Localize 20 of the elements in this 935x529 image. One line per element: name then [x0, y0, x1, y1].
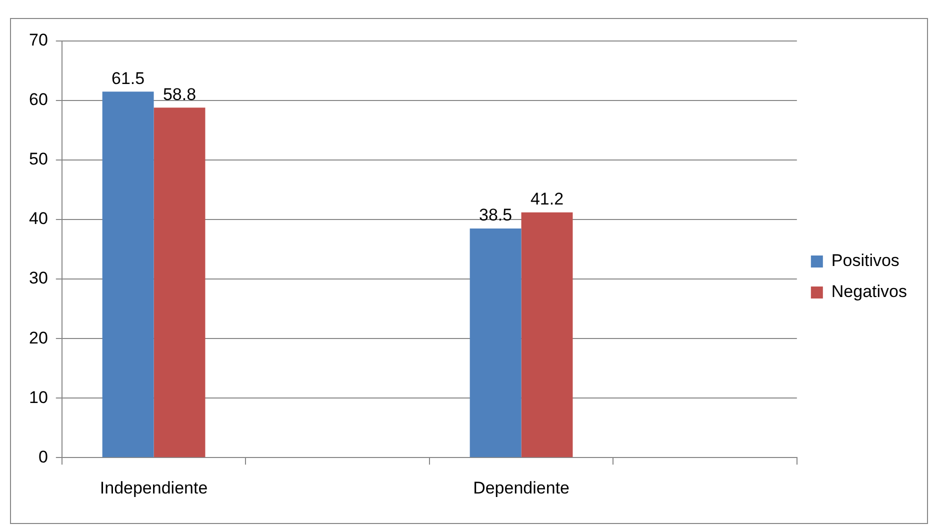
y-tick-label: 70 [28, 30, 48, 50]
y-tick-label: 30 [28, 268, 48, 288]
y-tick-label: 50 [28, 150, 48, 169]
y-tick-label: 60 [28, 90, 48, 110]
y-tick-label: 40 [28, 209, 48, 228]
bar [521, 212, 573, 458]
legend-label: Negativos [831, 282, 908, 302]
y-tick-label: 0 [38, 447, 48, 466]
legend-label: Positivos [831, 251, 900, 270]
data-label: 58.8 [162, 84, 196, 104]
y-tick-label: 10 [28, 388, 48, 407]
data-label: 61.5 [112, 68, 145, 88]
y-tick-label: 20 [28, 328, 48, 348]
bar [102, 92, 154, 458]
data-label: 41.2 [530, 190, 564, 209]
data-label: 38.5 [479, 206, 512, 225]
x-tick-label: Independiente [100, 478, 208, 498]
bar [470, 228, 522, 458]
x-tick-label: Dependiente [473, 478, 570, 498]
bar [154, 108, 206, 458]
